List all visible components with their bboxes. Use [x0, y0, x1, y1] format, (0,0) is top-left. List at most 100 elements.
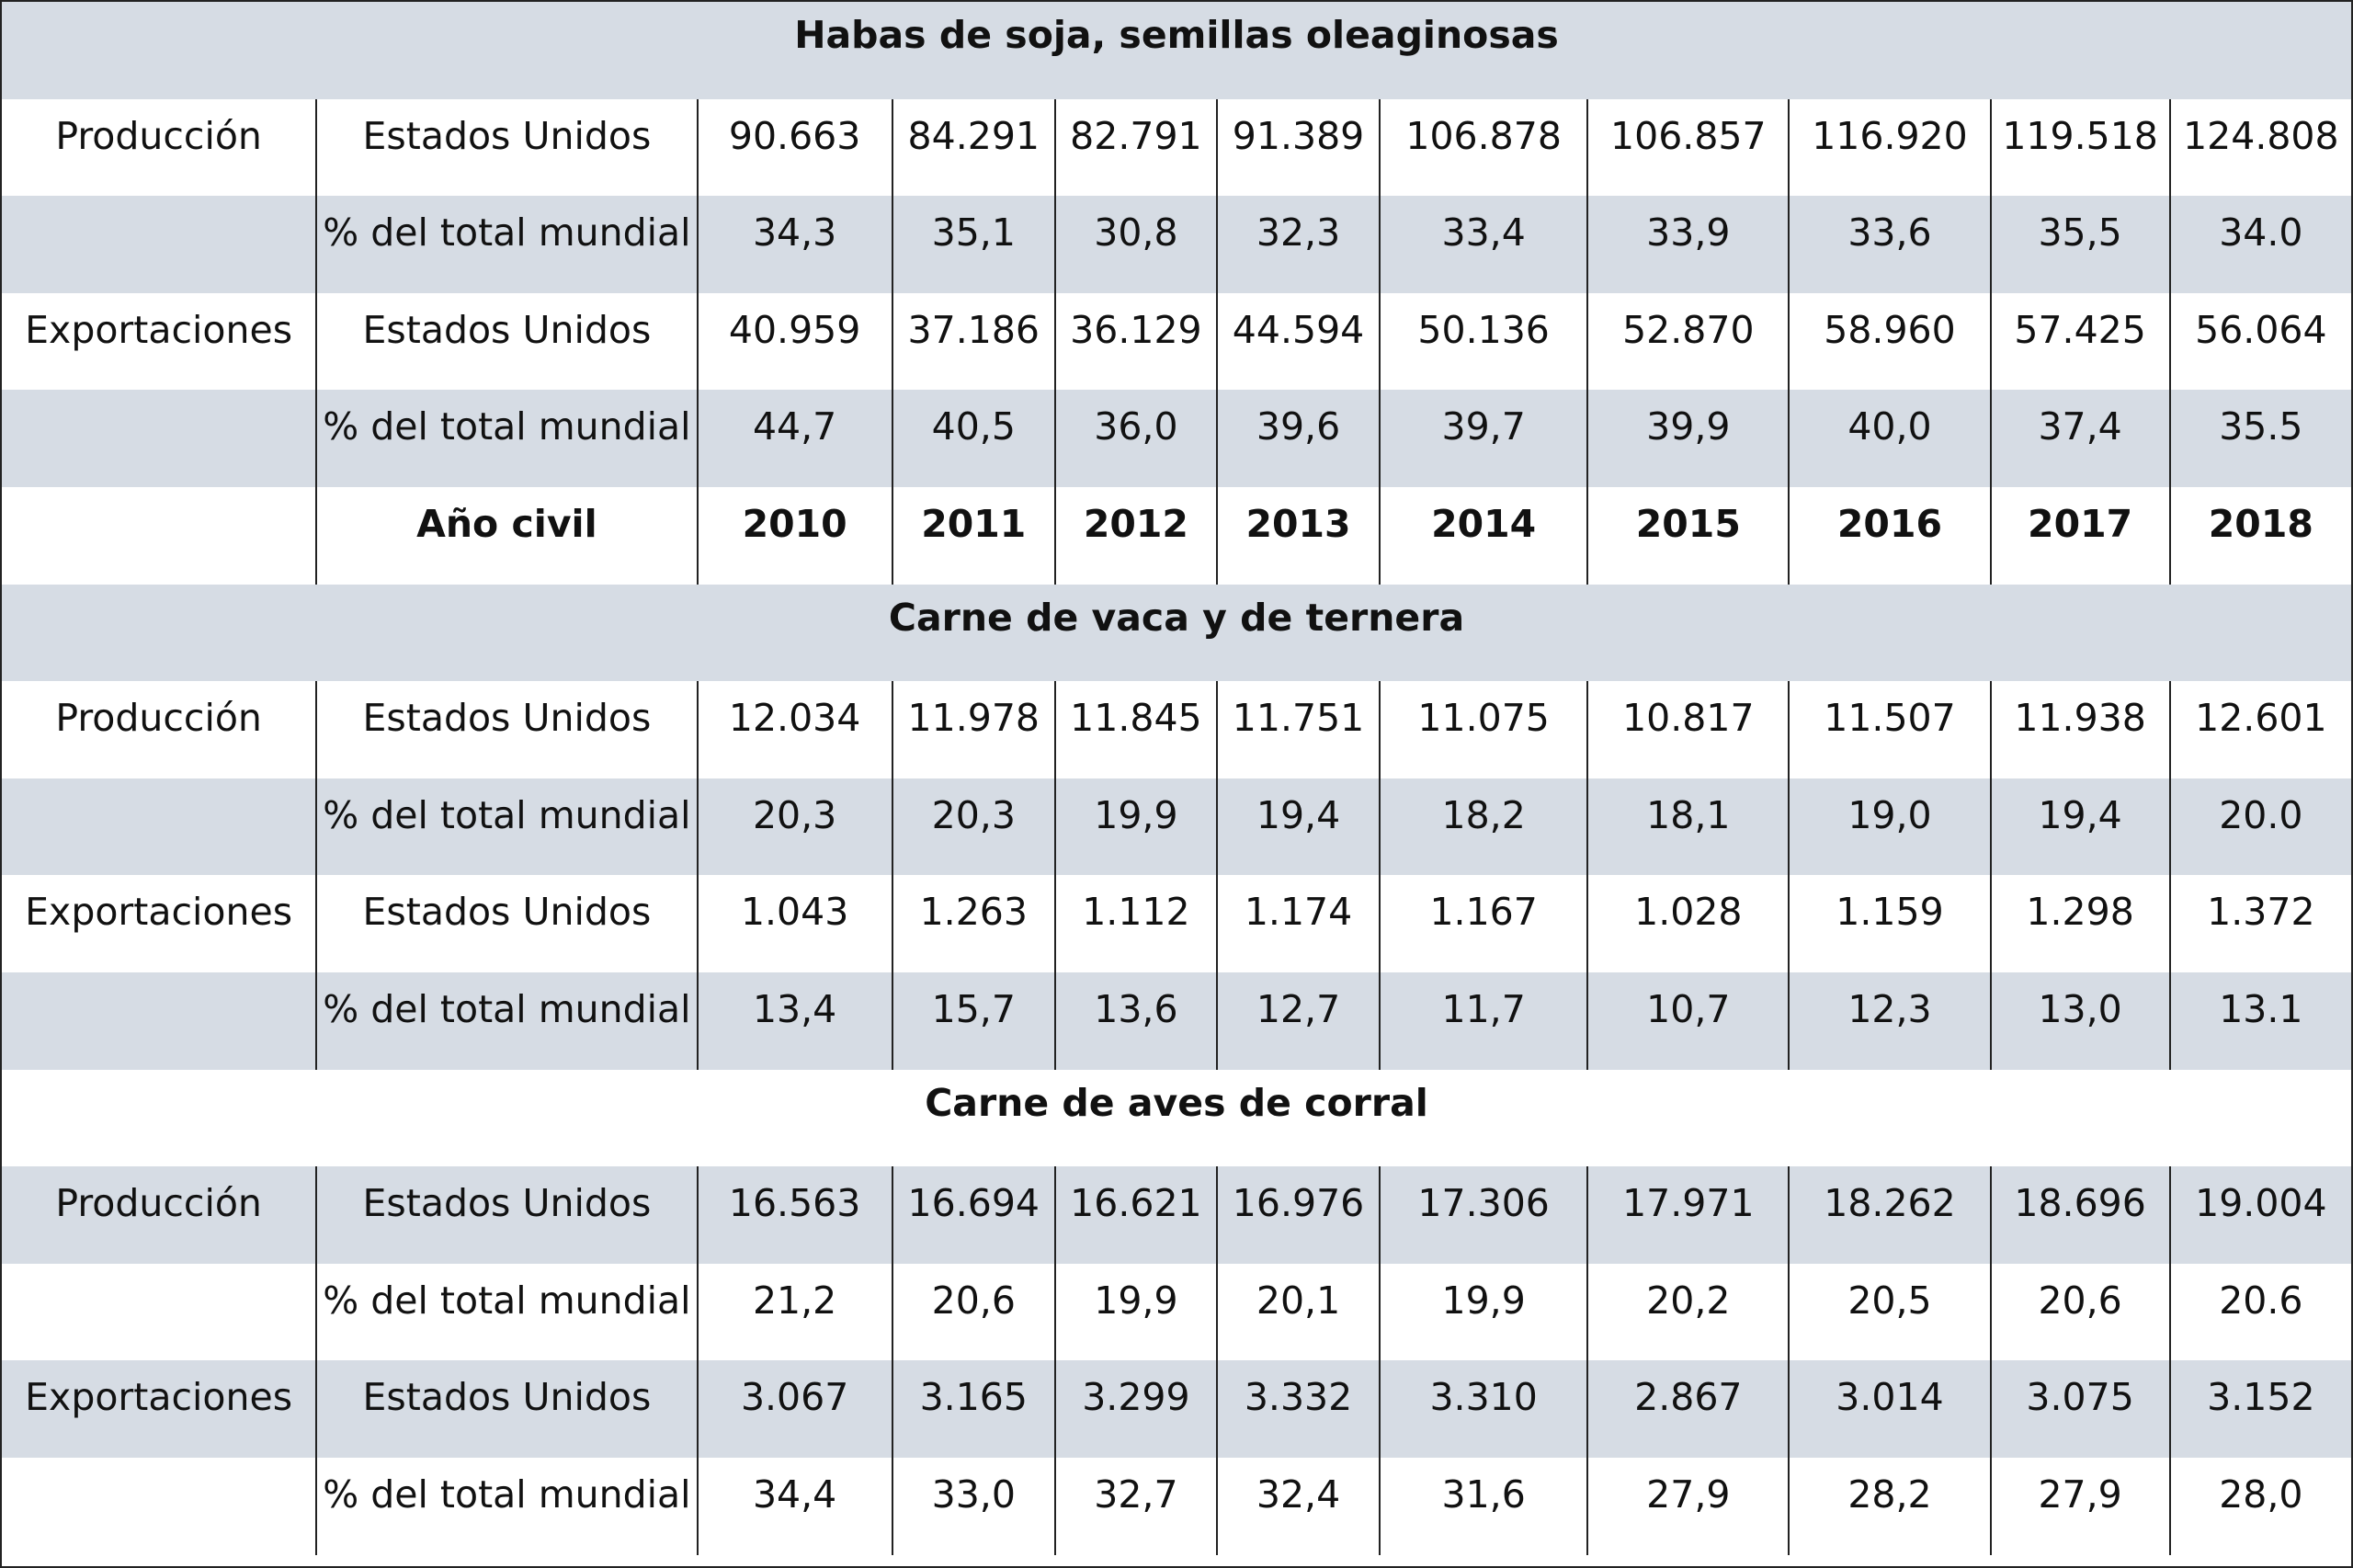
value-cell: 34,4	[696, 1457, 892, 1555]
row-measure-label: % del total mundial	[315, 1263, 698, 1361]
empty-cell	[2, 487, 316, 585]
year-row-label: Año civil	[315, 486, 698, 585]
value-cell: 1.263	[891, 875, 1055, 972]
row-category-label: Exportaciones	[25, 307, 293, 352]
row-measure-label: Estados Unidos	[315, 681, 698, 778]
row-category-label: Exportaciones	[2, 1360, 317, 1458]
row-measure-label: Estados Unidos	[315, 1166, 698, 1264]
value-cell: 18,1	[1586, 778, 1790, 876]
row-category-label: Producción	[55, 696, 262, 741]
value-cell: 39,7	[1379, 390, 1588, 487]
table-row: % del total mundial 34,3 35,1 30,8 32,3 33,4 3…	[2, 196, 2351, 293]
value-cell: 13.1	[2168, 971, 2351, 1070]
value-cell: 36,0	[1053, 390, 1217, 487]
value-cell: 2.867	[1586, 1360, 1790, 1458]
value-cell: 20.0	[2168, 778, 2351, 876]
value-cell: 119.518	[1989, 98, 2170, 197]
value-cell: 44,7	[696, 390, 892, 487]
value-cell: 28,2	[1788, 1457, 1991, 1555]
value-cell: 13,4	[696, 971, 892, 1070]
value-cell: 16.621	[1053, 1166, 1217, 1264]
value-cell: 3.067	[696, 1360, 892, 1458]
value-cell: 32,3	[1215, 196, 1381, 293]
value-cell: 20,1	[1215, 1263, 1381, 1361]
value-cell: 50.136	[1379, 292, 1588, 391]
table-row: % del total mundial 34,4 33,0 32,7 32,4 31,6 2…	[2, 1457, 2351, 1555]
value-cell: 15,7	[891, 971, 1055, 1070]
value-cell: 31,6	[1379, 1457, 1588, 1555]
value-cell: 36.129	[1053, 292, 1217, 391]
value-cell: 19,4	[1215, 778, 1381, 876]
value-cell: 17.971	[1586, 1166, 1790, 1264]
row-category-label: Producción	[2, 1166, 317, 1264]
year-cell: 2014	[1379, 486, 1588, 585]
value-cell: 12,7	[1215, 971, 1381, 1070]
value-cell: 37,4	[1989, 390, 2170, 487]
value-cell: 1.167	[1379, 875, 1588, 972]
value-cell: 20,6	[891, 1263, 1055, 1361]
value-cell: 1.043	[696, 875, 892, 972]
value-cell: 33,0	[891, 1457, 1055, 1555]
row-measure-label: % del total mundial	[315, 778, 698, 876]
value-cell: 56.064	[2168, 292, 2351, 391]
value-cell: 1.028	[1586, 875, 1790, 972]
value-cell: 84.291	[891, 98, 1055, 197]
value-cell: 19,0	[1788, 778, 1991, 876]
value-cell: 16.563	[696, 1166, 892, 1264]
value-cell: 10.817	[1586, 681, 1790, 778]
year-cell: 2018	[2168, 486, 2351, 585]
value-cell: 18.262	[1788, 1166, 1991, 1264]
section-title: Carne de vaca y de ternera	[2, 584, 2351, 682]
section-title: Carne de aves de corral	[925, 1080, 1428, 1125]
row-measure-label: Estados Unidos	[315, 1360, 698, 1458]
value-cell: 19,4	[1989, 778, 2170, 876]
value-cell: 39,9	[1586, 390, 1790, 487]
row-category-label	[2, 390, 317, 487]
table-row: % del total mundial 13,4 15,7 13,6 12,7 11,7 1…	[2, 971, 2351, 1070]
value-cell: 90.663	[696, 98, 892, 197]
value-cell: 11.978	[891, 681, 1055, 778]
row-category-label	[2, 971, 317, 1070]
value-cell: 91.389	[1215, 98, 1381, 197]
value-cell: 18,2	[1379, 778, 1588, 876]
value-cell: 20,2	[1586, 1263, 1790, 1361]
value-cell: 20,5	[1788, 1263, 1991, 1361]
value-cell: 20,3	[696, 778, 892, 876]
value-cell: 33,6	[1788, 196, 1991, 293]
row-measure-label: % del total mundial	[315, 196, 698, 293]
value-cell: 1.372	[2168, 875, 2351, 972]
value-cell: 12.601	[2168, 681, 2351, 778]
value-cell: 16.694	[891, 1166, 1055, 1264]
value-cell: 17.306	[1379, 1166, 1588, 1264]
value-cell: 40,0	[1788, 390, 1991, 487]
value-cell: 3.165	[891, 1360, 1055, 1458]
row-category-label	[2, 778, 317, 876]
value-cell: 19,9	[1379, 1263, 1588, 1361]
value-cell: 33,9	[1586, 196, 1790, 293]
row-category-label	[2, 1458, 316, 1555]
value-cell: 10,7	[1586, 971, 1790, 1070]
value-cell: 106.857	[1586, 98, 1790, 197]
value-cell: 11.751	[1215, 681, 1381, 778]
value-cell: 39,6	[1215, 390, 1381, 487]
value-cell: 3.310	[1379, 1360, 1588, 1458]
row-measure-label: Estados Unidos	[315, 292, 698, 391]
year-cell: 2015	[1586, 486, 1790, 585]
row-category-label	[2, 1264, 316, 1361]
table-row: Producción Estados Unidos 90.663 84.291 82.7…	[2, 98, 2351, 197]
value-cell: 3.075	[1989, 1360, 2170, 1458]
value-cell: 44.594	[1215, 292, 1381, 391]
value-cell: 27,9	[1989, 1457, 2170, 1555]
value-cell: 3.152	[2168, 1360, 2351, 1458]
row-category-label	[2, 196, 317, 293]
value-cell: 13,6	[1053, 971, 1217, 1070]
table-row: Exportaciones Estados Unidos 3.067 3.165 3.2…	[2, 1360, 2351, 1458]
value-cell: 30,8	[1053, 196, 1217, 293]
value-cell: 34,3	[696, 196, 892, 293]
table-row: Exportaciones Estados Unidos 40.959 37.186 3…	[2, 292, 2351, 391]
value-cell: 35.5	[2168, 390, 2351, 487]
value-cell: 11.845	[1053, 681, 1217, 778]
section-title: Habas de soja, semillas oleaginosas	[2, 2, 2351, 99]
row-measure-label: % del total mundial	[315, 971, 698, 1070]
